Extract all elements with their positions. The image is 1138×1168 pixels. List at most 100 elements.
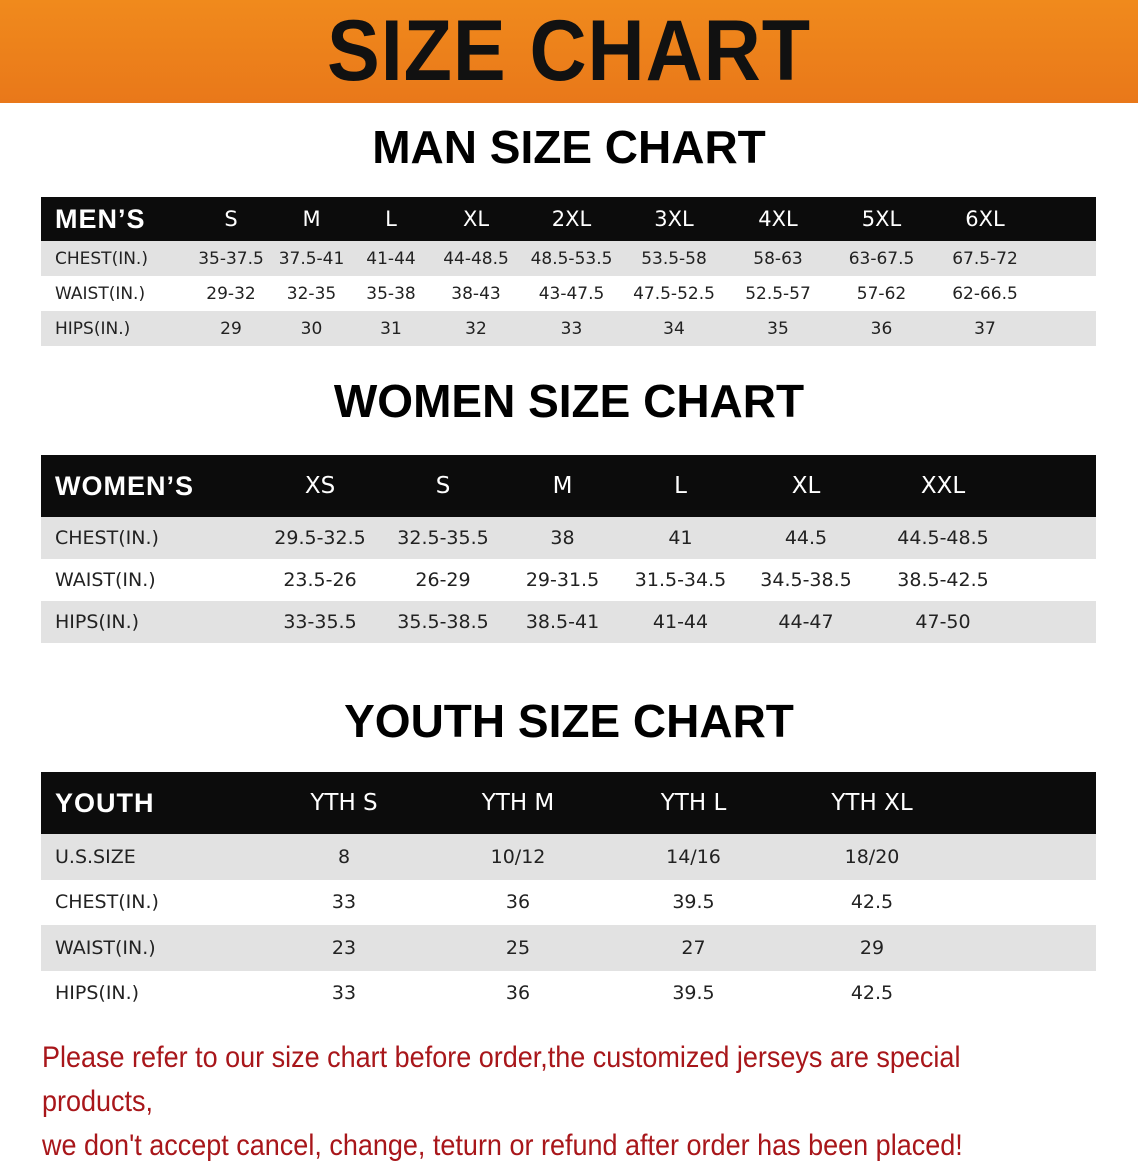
table-cell: 52.5-57 (745, 283, 811, 304)
youth-section-title: YOUTH SIZE CHART (344, 695, 794, 747)
table-cell: 44-48.5 (443, 248, 509, 269)
table-cell: 36 (870, 318, 893, 339)
table-cell: 37.5-41 (278, 248, 345, 269)
table-cell: 33 (331, 982, 357, 1005)
table-cell: 23.5-26 (283, 569, 357, 591)
table-cell: 36 (505, 982, 531, 1005)
table-cell: 41-44 (652, 611, 709, 633)
table-cell: 31 (380, 318, 402, 339)
table-cell: 33 (560, 318, 583, 339)
table-cell: 44-47 (778, 611, 834, 633)
row-label: HIPS(IN.) (55, 982, 140, 1005)
row-label: HIPS(IN.) (55, 318, 131, 339)
table-cell: 29 (859, 936, 885, 959)
order-notice-line-2: we don't accept cancel, change, teturn o… (42, 1129, 963, 1162)
table-cell: 25 (505, 936, 531, 959)
table-cell: YTH XL (831, 790, 913, 816)
row-label: U.S.SIZE (55, 845, 136, 868)
order-notice: Please refer to our size chart before or… (42, 1036, 1023, 1168)
table-cell: 29 (220, 318, 242, 339)
table-cell: 42.5 (850, 982, 894, 1005)
table-cell: XL (791, 473, 821, 499)
table-cell: 5XL (861, 207, 902, 231)
table-row: CHEST(IN.) 29.5-32.5 32.5-35.5 38 41 44.5 44.5… (41, 517, 1096, 559)
table-cell: YTH L (660, 790, 727, 816)
row-label: YOUTH (55, 787, 155, 818)
table-cell: L (674, 473, 687, 499)
table-header-row: YOUTH YTH S YTH M YTH L YTH XL (41, 772, 1096, 834)
table-cell: 18/20 (844, 845, 900, 868)
table-cell: M (302, 207, 321, 231)
table-cell: 63-67.5 (848, 248, 915, 269)
youth-size-table: YOUTH YTH S YTH M YTH L YTH XL U.S.SIZE 8 10/12… (41, 772, 1096, 1016)
men-section-title: MAN SIZE CHART (372, 121, 766, 173)
table-cell: 38.5-41 (525, 611, 600, 633)
table-cell: 57-62 (856, 283, 907, 304)
table-cell: 48.5-53.5 (530, 248, 613, 269)
table-cell: 2XL (551, 207, 592, 231)
table-cell: L (385, 207, 397, 231)
table-cell: YTH M (481, 790, 555, 816)
banner: SIZE CHART (0, 0, 1138, 103)
table-cell: 26-29 (415, 569, 471, 591)
table-cell: 42.5 (850, 891, 894, 914)
table-row: U.S.SIZE 8 10/12 14/16 18/20 (41, 834, 1096, 880)
table-cell: 30 (300, 318, 323, 339)
men-size-table: MEN’S S M L XL 2XL 3XL 4XL 5XL 6XL CHEST(IN.) 35-37… (41, 197, 1096, 346)
table-cell: 39.5 (672, 982, 715, 1005)
banner-title: SIZE CHART (327, 3, 811, 99)
table-row: WAIST(IN.) 23 25 27 29 (41, 925, 1096, 971)
table-cell: 27 (681, 936, 706, 959)
table-cell: 32 (465, 318, 487, 339)
row-label: CHEST(IN.) (55, 248, 148, 269)
table-cell: 62-66.5 (952, 283, 1018, 304)
table-row: CHEST(IN.) 33 36 39.5 42.5 (41, 880, 1096, 926)
table-cell: 43-47.5 (538, 283, 605, 304)
table-cell: 14/16 (666, 845, 721, 868)
row-label: WAIST(IN.) (55, 936, 156, 959)
table-cell: 44.5-48.5 (897, 527, 989, 549)
table-cell: 53.5-58 (641, 248, 707, 269)
table-cell: 47.5-52.5 (633, 283, 715, 304)
table-cell: 29-32 (206, 283, 256, 304)
table-cell: 35-37.5 (198, 248, 264, 269)
row-label: WAIST(IN.) (55, 283, 146, 304)
table-cell: 38-43 (451, 283, 501, 304)
table-cell: 36 (505, 891, 531, 914)
table-cell: XXL (920, 473, 966, 499)
table-row: CHEST(IN.) 35-37.5 37.5-41 41-44 44-48.5 48.5… (41, 241, 1096, 276)
table-cell: 35-38 (366, 283, 416, 304)
table-row: HIPS(IN.) 33 36 39.5 42.5 (41, 971, 1096, 1017)
table-cell: 34 (663, 318, 685, 339)
row-label: CHEST(IN.) (55, 527, 159, 549)
order-notice-line-1: Please refer to our size chart before or… (42, 1041, 961, 1118)
table-cell: 31.5-34.5 (634, 569, 727, 591)
table-cell: 67.5-72 (952, 248, 1018, 269)
table-cell: XL (462, 207, 490, 231)
table-cell: 6XL (965, 207, 1005, 231)
table-cell: 35.5-38.5 (397, 611, 489, 633)
table-row: WAIST(IN.) 29-32 32-35 35-38 38-43 43-47.5 47.… (41, 276, 1096, 311)
table-cell: 58-63 (753, 248, 803, 269)
table-cell: YTH S (310, 790, 378, 816)
table-cell: S (435, 473, 451, 499)
table-cell: 3XL (654, 207, 694, 231)
table-cell: 32.5-35.5 (397, 527, 489, 549)
table-row: HIPS(IN.) 33-35.5 35.5-38.5 38.5-41 41-44 44-… (41, 601, 1096, 643)
table-cell: 47-50 (915, 611, 971, 633)
table-cell: 38.5-42.5 (897, 569, 989, 591)
table-header-row: MEN’S S M L XL 2XL 3XL 4XL 5XL 6XL (41, 197, 1096, 241)
table-cell: 29-31.5 (525, 569, 600, 591)
table-cell: 35 (767, 318, 789, 339)
row-label: MEN’S (55, 203, 146, 234)
table-cell: 8 (337, 845, 351, 868)
row-label: HIPS(IN.) (55, 611, 140, 633)
table-cell: 33-35.5 (283, 611, 357, 633)
table-cell: 10/12 (490, 845, 546, 868)
table-cell: 29.5-32.5 (274, 527, 366, 549)
table-cell: 37 (974, 318, 996, 339)
table-header-row: WOMEN’S XS S M L XL XXL (41, 455, 1096, 517)
table-cell: M (552, 473, 573, 499)
table-row: HIPS(IN.) 29 30 31 32 33 34 35 36 37 (41, 311, 1096, 346)
women-section-title: WOMEN SIZE CHART (333, 375, 805, 427)
